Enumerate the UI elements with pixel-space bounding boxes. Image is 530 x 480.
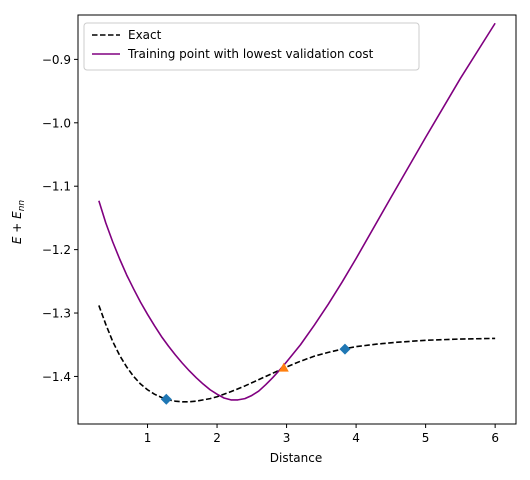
legend-training-label: Training point with lowest validation co… bbox=[127, 47, 374, 61]
marker-diamond-0 bbox=[160, 393, 172, 405]
series-line-1 bbox=[98, 22, 496, 401]
y-tick-label: −1.3 bbox=[42, 307, 71, 321]
x-tick-label: 1 bbox=[144, 431, 152, 445]
y-tick-label: −1.1 bbox=[42, 180, 71, 194]
y-axis-label: E + Enn bbox=[10, 200, 27, 245]
y-axis-label-sub: nn bbox=[17, 200, 27, 212]
x-tick-label: 4 bbox=[352, 431, 360, 445]
svg-text:E + Enn: E + Enn bbox=[10, 200, 27, 245]
legend: Exact Training point with lowest validat… bbox=[83, 22, 420, 71]
x-tick-label: 5 bbox=[422, 431, 430, 445]
y-tick-label: −1.0 bbox=[42, 116, 71, 130]
axes: 1 2 3 4 5 6 −1.4 −1.3 −1.2 −1.1 −1.0 −0.9 bbox=[42, 14, 517, 445]
series-line-0 bbox=[98, 305, 496, 403]
y-tick-label: −1.4 bbox=[42, 370, 71, 384]
y-axis-label-main: E + E bbox=[10, 211, 24, 244]
plot-area bbox=[98, 22, 496, 405]
x-axis-label: Distance bbox=[270, 451, 322, 465]
y-tick-label: −0.9 bbox=[42, 53, 71, 67]
legend-exact-label: Exact bbox=[128, 28, 162, 42]
legend-box bbox=[83, 22, 420, 71]
plot-frame bbox=[77, 14, 517, 425]
x-tick-label: 2 bbox=[213, 431, 221, 445]
marker-triangle-2 bbox=[278, 362, 289, 372]
marker-diamond-1 bbox=[339, 343, 351, 355]
x-tick-label: 3 bbox=[283, 431, 291, 445]
x-tick-label: 6 bbox=[491, 431, 499, 445]
y-tick-label: −1.2 bbox=[42, 243, 71, 257]
